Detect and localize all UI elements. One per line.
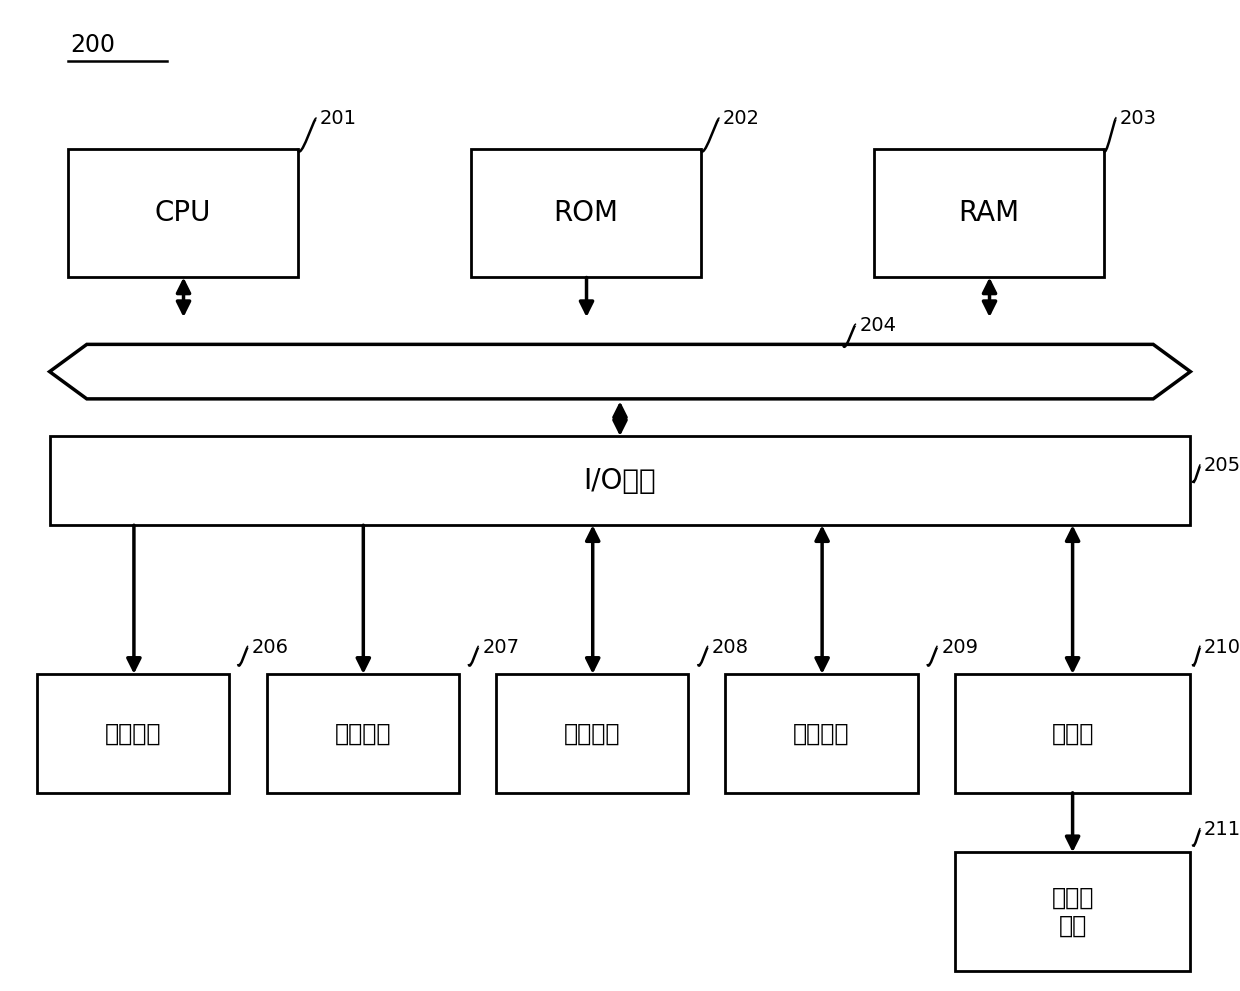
Text: 206: 206 bbox=[252, 637, 289, 657]
Bar bbox=[267, 674, 459, 793]
Text: 210: 210 bbox=[1204, 637, 1240, 657]
Text: 205: 205 bbox=[1204, 456, 1240, 476]
Text: CPU: CPU bbox=[155, 199, 211, 227]
Text: 208: 208 bbox=[712, 637, 749, 657]
Text: 驱动器: 驱动器 bbox=[1052, 721, 1094, 745]
Polygon shape bbox=[50, 345, 1190, 398]
Text: 通信部分: 通信部分 bbox=[794, 721, 849, 745]
Text: 可拆卸
介质: 可拆卸 介质 bbox=[1052, 886, 1094, 937]
Text: 201: 201 bbox=[320, 109, 357, 129]
Text: ROM: ROM bbox=[553, 199, 619, 227]
Text: 200: 200 bbox=[71, 33, 115, 56]
Text: 204: 204 bbox=[859, 315, 897, 335]
Text: 输入部分: 输入部分 bbox=[105, 721, 161, 745]
Bar bbox=[725, 674, 918, 793]
Text: 储存部分: 储存部分 bbox=[564, 721, 620, 745]
Bar bbox=[50, 436, 1190, 525]
Text: 203: 203 bbox=[1120, 109, 1157, 129]
Bar bbox=[955, 852, 1190, 971]
Bar bbox=[955, 674, 1190, 793]
Bar bbox=[496, 674, 688, 793]
Text: 207: 207 bbox=[482, 637, 520, 657]
Bar bbox=[68, 149, 298, 277]
Bar bbox=[37, 674, 229, 793]
Bar bbox=[874, 149, 1104, 277]
Text: 211: 211 bbox=[1204, 820, 1240, 839]
Text: I/O接口: I/O接口 bbox=[584, 467, 656, 495]
Text: 输出部分: 输出部分 bbox=[335, 721, 391, 745]
Text: RAM: RAM bbox=[959, 199, 1019, 227]
Bar bbox=[471, 149, 701, 277]
Text: 209: 209 bbox=[941, 637, 978, 657]
Text: 202: 202 bbox=[723, 109, 760, 129]
